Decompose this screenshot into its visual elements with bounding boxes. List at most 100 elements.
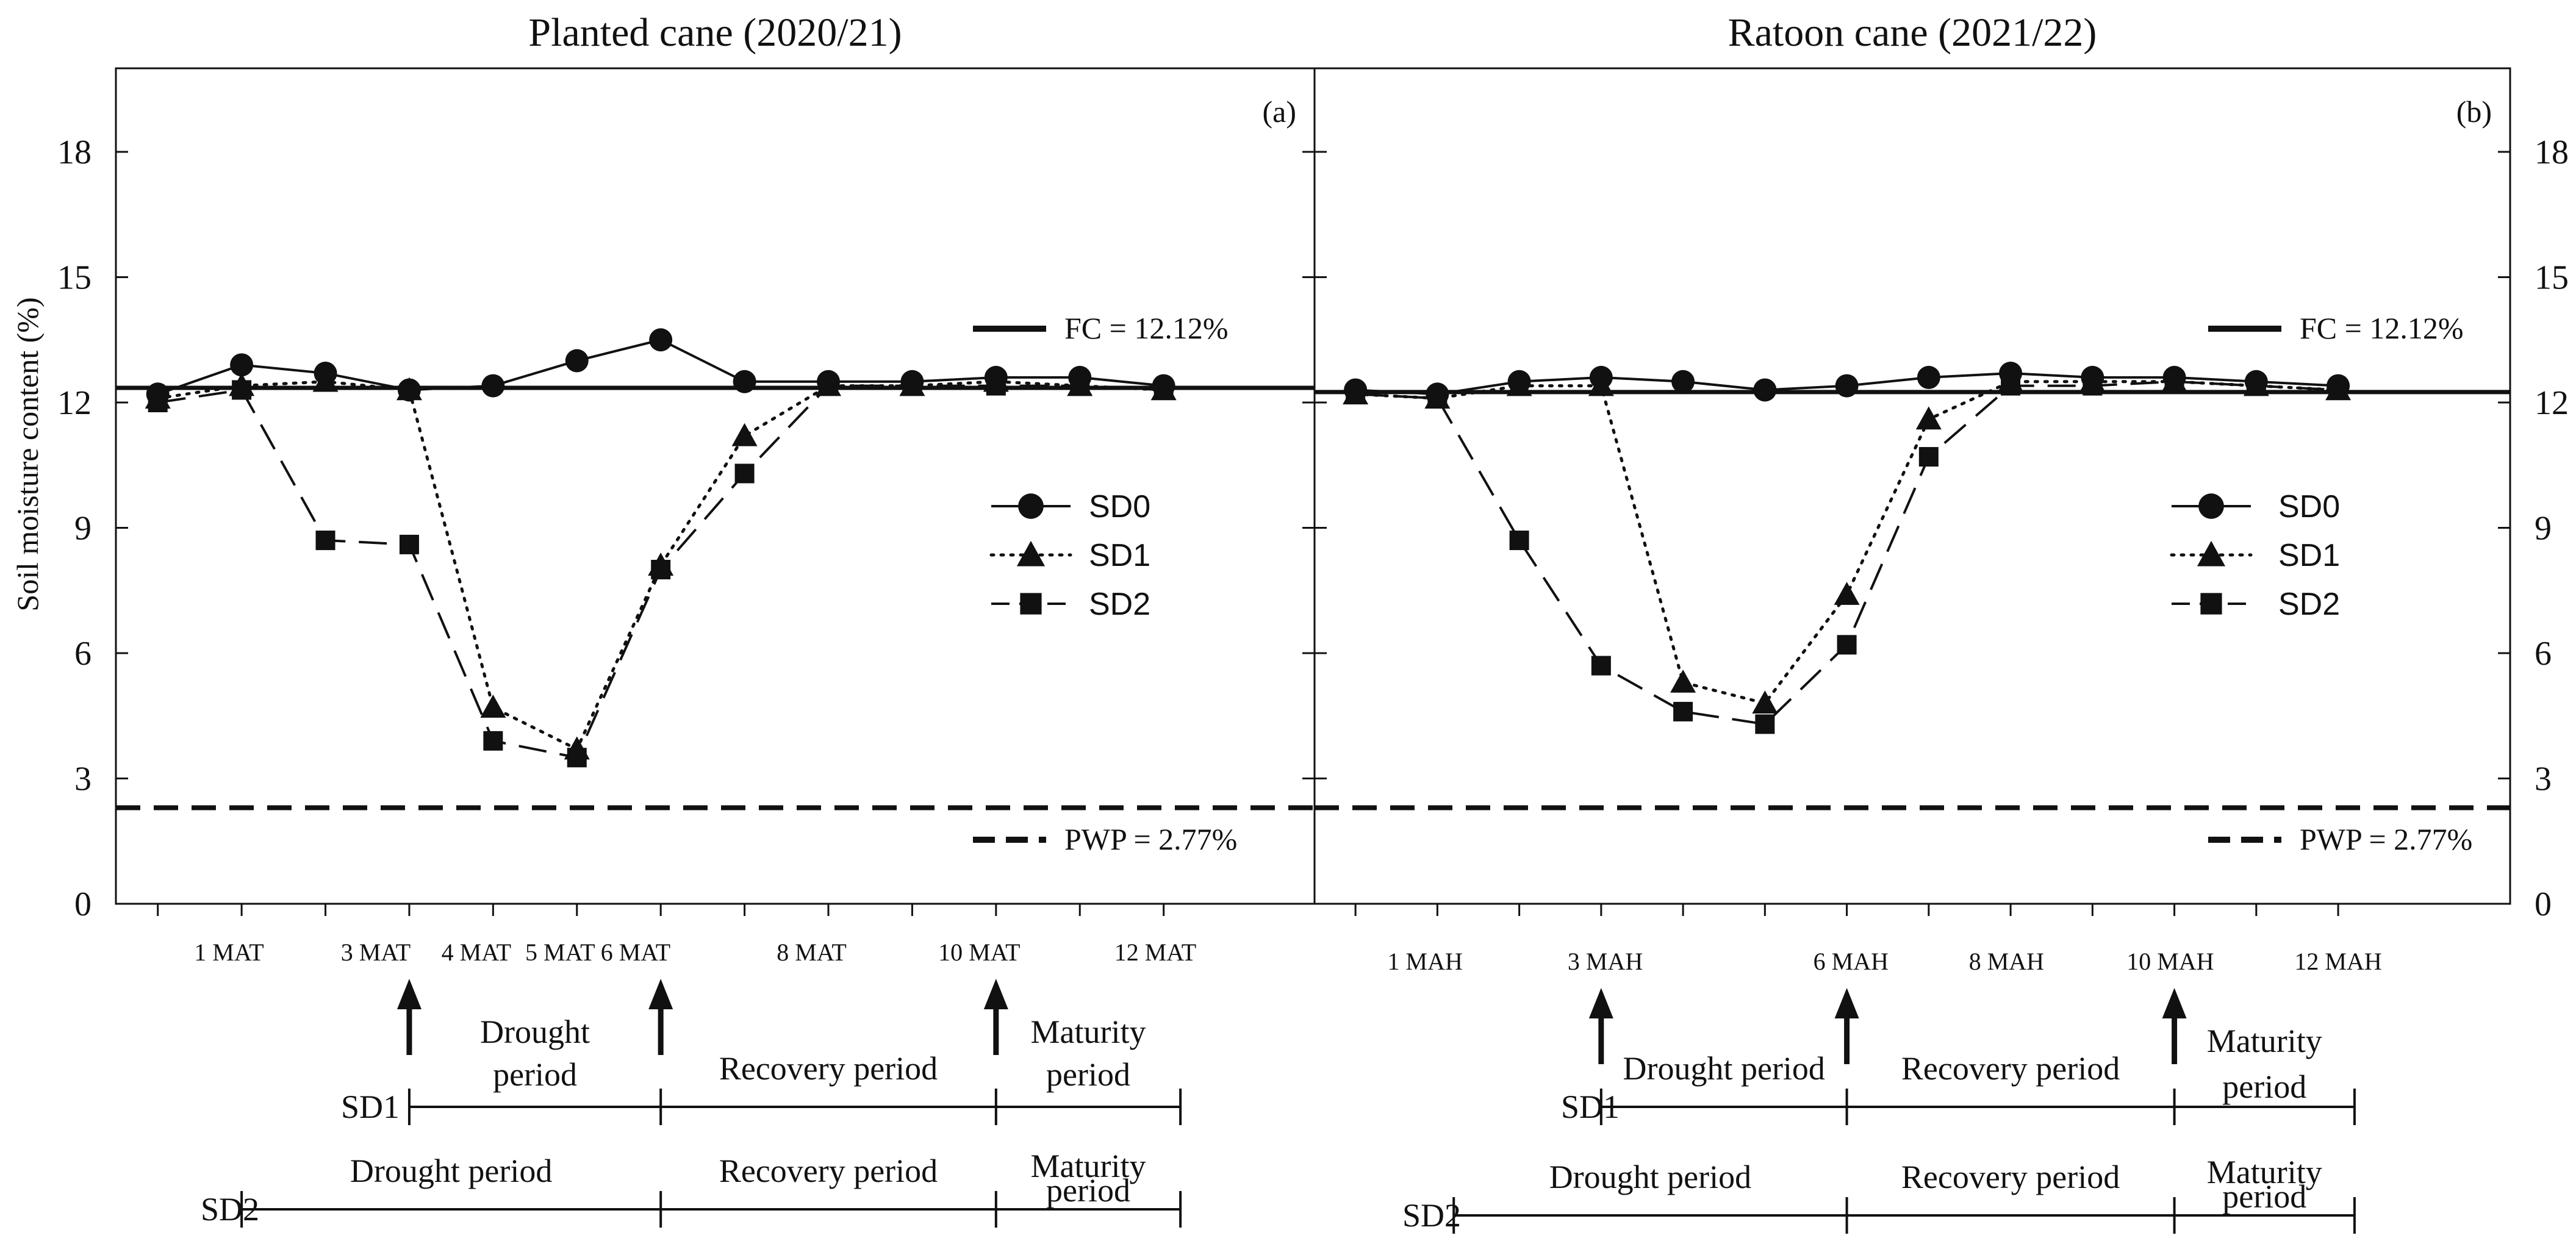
data-point-sd2 <box>2164 371 2184 392</box>
period-label: Recovery period <box>719 1153 938 1189</box>
period-label: Maturity <box>2207 1154 2322 1190</box>
y-tick-label: 0 <box>74 885 91 923</box>
data-point-sd0 <box>565 349 589 373</box>
y-tick-label: 12 <box>2535 384 2569 422</box>
data-point-sd2 <box>2246 376 2266 396</box>
legend-marker-sd1 <box>1016 540 1046 567</box>
chart-title: Ratoon cane (2021/22) <box>1728 10 2097 55</box>
period-label: Recovery period <box>719 1050 938 1087</box>
data-point-sd2 <box>1427 388 1448 409</box>
data-point-sd2 <box>1673 701 1693 721</box>
period-label: period <box>493 1056 577 1093</box>
legend-marker-sd2 <box>2200 593 2222 615</box>
event-arrow-head <box>1834 988 1859 1018</box>
data-point-sd1 <box>731 423 758 446</box>
pwp-label: PWP = 2.77% <box>1064 822 1237 856</box>
timeline-treatment-label: SD2 <box>1402 1197 1461 1234</box>
data-point-sd1 <box>1588 373 1614 396</box>
event-arrow-head <box>396 979 422 1009</box>
period-label: Maturity <box>1030 1014 1146 1050</box>
month-label: 3 MAT <box>341 939 411 966</box>
legend-marker-sd0 <box>2198 493 2224 519</box>
data-point-sd2 <box>986 376 1006 396</box>
month-label: 12 MAT <box>1114 939 1196 966</box>
panel-letter: (a) <box>1263 95 1297 129</box>
legend-label-sd1: SD1 <box>2278 538 2340 573</box>
period-label: Drought period <box>350 1153 552 1189</box>
y-tick-label: 6 <box>74 635 91 673</box>
y-tick-label: 3 <box>74 760 91 798</box>
timeline-treatment-label: SD1 <box>341 1089 400 1125</box>
y-axis-label: Soil moisture content (%) <box>10 297 45 611</box>
legend-marker-sd1 <box>2197 540 2226 567</box>
legend-label-sd1: SD1 <box>1089 538 1150 573</box>
period-label: Maturity <box>2207 1023 2322 1059</box>
y-tick-label: 9 <box>2535 510 2552 548</box>
panel-planted-cane: Planted cane (2020/21) (a) 0 3 6 9 12 15 18 FC = … <box>57 10 1316 1228</box>
event-arrow-head <box>648 979 673 1009</box>
y-tick-label: 0 <box>2535 885 2552 923</box>
month-label: 6 MAT <box>601 939 670 966</box>
data-point-sd0 <box>733 370 756 393</box>
month-label: 4 MAT <box>442 939 511 966</box>
y-tick-label: 12 <box>57 384 91 422</box>
legend-label-sd0: SD0 <box>2278 489 2340 524</box>
data-point-sd1 <box>1752 690 1778 714</box>
month-label: 8 MAT <box>777 939 846 966</box>
data-point-sd1 <box>1670 669 1696 693</box>
data-point-sd1 <box>1834 582 1860 605</box>
legend-label-sd0: SD0 <box>1089 489 1150 524</box>
data-point-sd2 <box>148 393 168 412</box>
month-label: 3 MAH <box>1568 948 1643 975</box>
data-point-sd2 <box>902 376 922 396</box>
plot-frame <box>1313 67 2511 905</box>
panel-ratoon-cane: Ratoon cane (2021/22) (b) 0 3 6 9 12 15 18 FC = 1… <box>1313 10 2569 1234</box>
data-point-sd1 <box>480 695 506 718</box>
y-tick-label: 15 <box>2535 259 2569 297</box>
data-point-sd2 <box>819 376 839 396</box>
data-point-sd0 <box>1753 378 1777 402</box>
data-point-sd2 <box>1070 376 1090 396</box>
y-tick-label: 15 <box>57 259 91 297</box>
data-point-sd2 <box>1509 531 1529 551</box>
data-point-sd2 <box>2328 380 2348 400</box>
pwp-label: PWP = 2.77% <box>2300 822 2472 856</box>
y-tick-label: 18 <box>57 134 91 171</box>
data-point-sd2 <box>1918 447 1939 467</box>
data-point-sd2 <box>567 748 587 768</box>
y-tick-label: 18 <box>2535 134 2569 171</box>
series-line-sd2 <box>1355 380 2339 726</box>
data-point-sd1 <box>396 377 422 401</box>
month-label: 5 MAT <box>525 939 595 966</box>
data-point-sd0 <box>1671 370 1695 393</box>
month-label: 10 MAH <box>2126 948 2214 975</box>
data-point-sd2 <box>2083 376 2103 396</box>
data-point-sd1 <box>1915 406 1942 430</box>
fc-label: FC = 12.12% <box>1064 311 1229 345</box>
data-point-sd0 <box>230 353 254 377</box>
timeline-treatment-label: SD2 <box>201 1191 259 1228</box>
data-point-sd1 <box>312 368 339 392</box>
y-tick-label: 3 <box>2535 760 2552 798</box>
panel-letter: (b) <box>2456 95 2492 129</box>
month-label: 1 MAH <box>1388 948 1463 975</box>
y-tick-label: 6 <box>2535 635 2552 673</box>
data-point-sd2 <box>1591 656 1611 676</box>
month-label: 6 MAH <box>1814 948 1889 975</box>
data-point-sd2 <box>734 463 755 484</box>
legend-marker-sd2 <box>1020 593 1042 615</box>
data-point-sd0 <box>1917 365 1940 389</box>
event-arrow-head <box>1588 988 1613 1018</box>
month-label: 12 MAH <box>2294 948 2381 975</box>
period-label: Drought <box>480 1014 590 1050</box>
month-label: 10 MAT <box>938 939 1020 966</box>
legend-label-sd2: SD2 <box>2278 587 2340 622</box>
data-point-sd0 <box>481 374 505 398</box>
data-point-sd2 <box>232 380 252 400</box>
data-point-sd2 <box>315 531 335 551</box>
series-line-sd1 <box>1354 380 2340 706</box>
period-label: period <box>1046 1056 1130 1093</box>
data-point-sd0 <box>649 328 673 352</box>
month-label: 1 MAT <box>194 939 264 966</box>
